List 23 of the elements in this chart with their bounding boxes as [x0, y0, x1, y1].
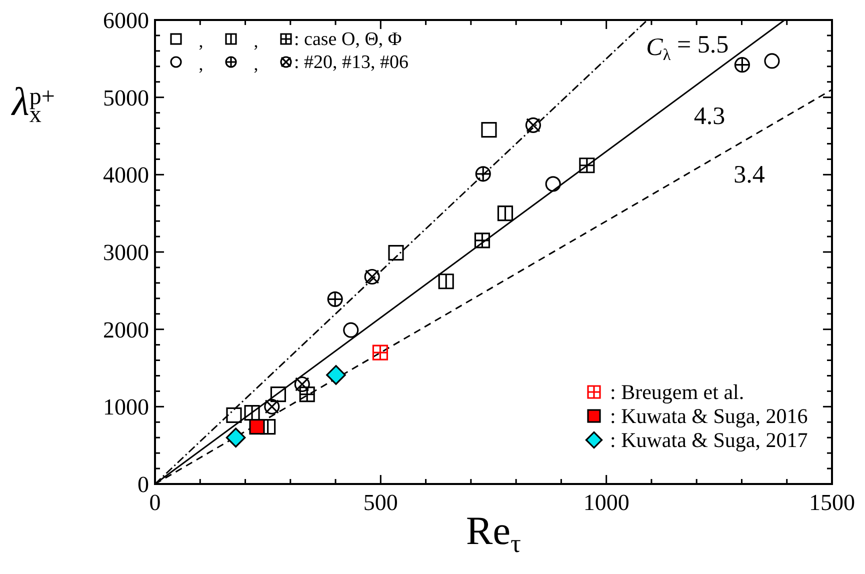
y-tick-label: 6000	[103, 8, 149, 33]
annotation: 3.4	[734, 162, 766, 189]
annotation: 4.3	[694, 103, 726, 130]
annotation: ,	[198, 54, 204, 74]
legend-label: : Kuwata & Suga, 2017	[610, 428, 808, 452]
legend-label: : Breugem et al.	[610, 380, 744, 404]
annotation: ,	[198, 31, 204, 51]
y-tick-label: 3000	[103, 240, 149, 265]
x-axis-title: Re$_{τ}$	[466, 508, 521, 558]
y-tick-label: 2000	[103, 317, 149, 342]
y-tick-label: 4000	[103, 162, 149, 188]
annotation: ,	[254, 54, 258, 74]
annotation: : case O, Θ, Φ	[294, 29, 402, 50]
x-tick-label: 500	[363, 490, 398, 515]
x-tick-label: 1000	[583, 490, 630, 515]
annotation: : #20, #13, #06	[294, 52, 409, 73]
annotation: C$_{λ}$ = 5.5	[646, 31, 729, 64]
y-tick-label: 1000	[103, 394, 149, 420]
annotation: ,	[254, 31, 258, 51]
y-tick-label: 0	[138, 472, 149, 497]
y-tick-label: 5000	[103, 85, 149, 110]
legend-label: : Kuwata & Suga, 2016	[610, 404, 808, 428]
x-tick-label: 1500	[809, 490, 855, 515]
